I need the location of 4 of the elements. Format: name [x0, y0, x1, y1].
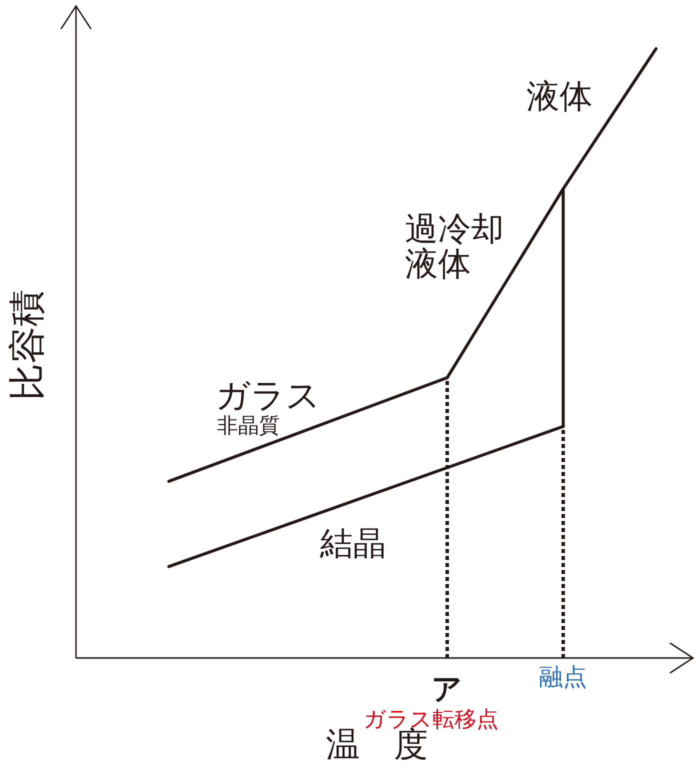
x-tick-label: ア — [432, 672, 463, 707]
y-axis-title: 比容積 — [6, 290, 49, 400]
series-label: 結晶 — [320, 523, 386, 562]
x-tick-label: 融点 — [539, 663, 588, 692]
